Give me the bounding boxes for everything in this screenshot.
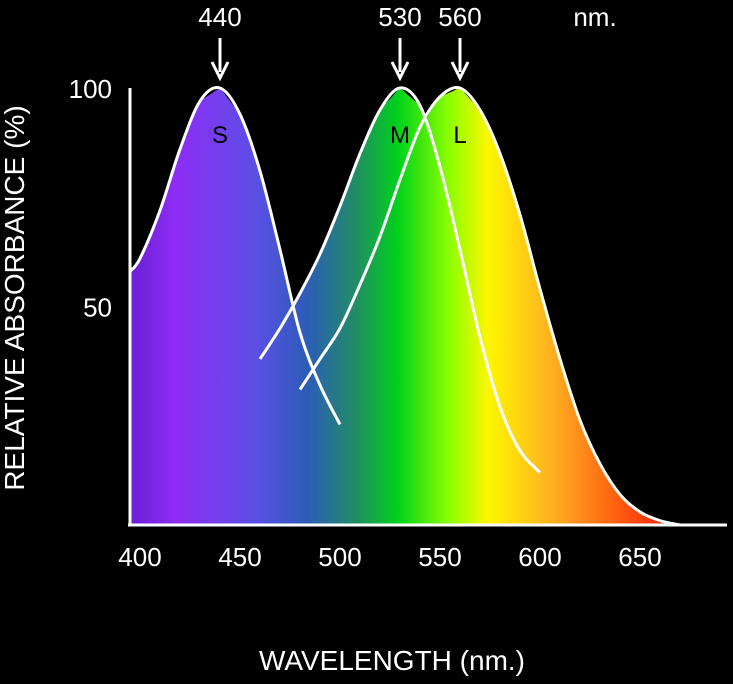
spectrum-fill bbox=[130, 88, 680, 525]
peak-value-label: 530 bbox=[378, 2, 421, 32]
peak-arrow-icon bbox=[450, 61, 470, 82]
curve-label-S: S bbox=[212, 122, 228, 149]
y-axis-title: RELATIVE ABSORBANCE (%) bbox=[0, 105, 30, 490]
peak-value-label: 560 bbox=[438, 2, 481, 32]
curve-S bbox=[128, 86, 342, 426]
y-tick-label: 50 bbox=[83, 293, 112, 323]
x-tick-label: 500 bbox=[318, 542, 361, 572]
x-tick-label: 450 bbox=[218, 542, 261, 572]
x-tick-label: 650 bbox=[618, 542, 661, 572]
curve-label-L: L bbox=[453, 122, 466, 149]
x-tick-label: 600 bbox=[518, 542, 561, 572]
curve-L bbox=[298, 85, 681, 527]
peak-unit-label: nm. bbox=[573, 2, 616, 32]
x-tick-label: 400 bbox=[118, 542, 161, 572]
x-axis-title: WAVELENGTH (nm.) bbox=[259, 645, 525, 676]
peak-arrow-icon bbox=[390, 61, 410, 82]
x-tick-label: 550 bbox=[418, 542, 461, 572]
y-tick-label: 100 bbox=[69, 74, 112, 104]
curve-label-M: M bbox=[390, 122, 410, 149]
peak-value-label: 440 bbox=[198, 2, 241, 32]
peak-arrow-icon bbox=[210, 61, 230, 82]
curve-M bbox=[258, 86, 542, 474]
